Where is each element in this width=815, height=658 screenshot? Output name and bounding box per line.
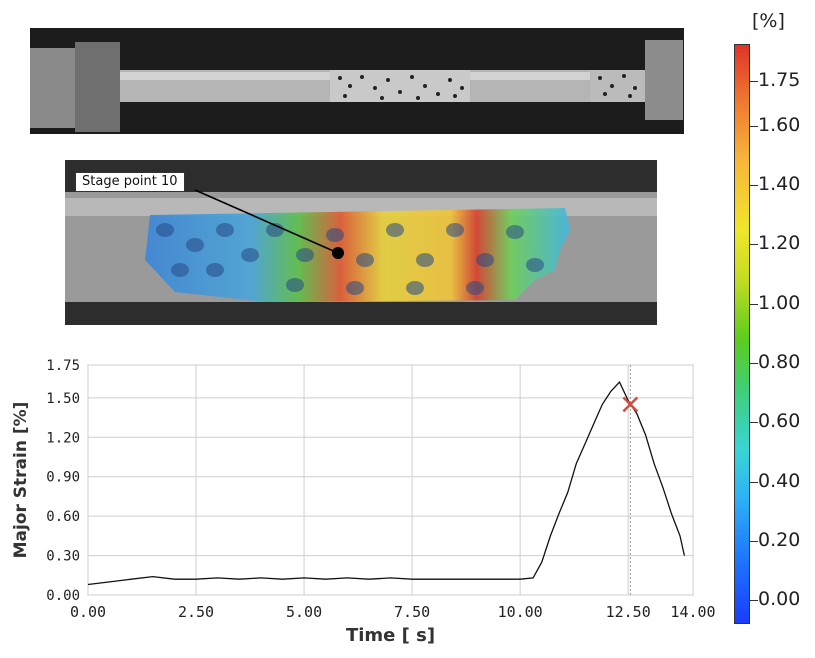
x-tick-label: 7.50 xyxy=(394,603,430,621)
specimen-photo xyxy=(30,28,684,134)
x-tick-label: 10.00 xyxy=(498,603,543,621)
colorbar-tick-label: 0.40 xyxy=(758,469,801,492)
colorbar-tick-label: 1.20 xyxy=(758,232,801,255)
y-tick-label: 1.50 xyxy=(46,391,80,407)
y-tick-label: 0.30 xyxy=(46,549,80,565)
y-tick-label: 1.20 xyxy=(46,430,80,446)
colorbar-tick xyxy=(750,540,758,542)
x-tick-label: 2.50 xyxy=(178,603,214,621)
x-tick-label: 14.00 xyxy=(670,603,715,621)
colorbar-tick xyxy=(750,481,758,483)
colorbar-tick xyxy=(750,303,758,305)
colorbar-tick-label: 1.75 xyxy=(758,69,801,92)
x-axis-label: Time [ s] xyxy=(346,625,435,646)
colorbar-tick-label: 1.40 xyxy=(758,172,801,195)
colorbar-tick-label: 0.60 xyxy=(758,410,801,433)
y-tick-label: 0.90 xyxy=(46,470,80,486)
colorbar xyxy=(734,44,750,624)
x-tick-label: 5.00 xyxy=(286,603,322,621)
major-strain-chart: 0.00 2.50 5.00 7.50 10.00 12.50 14.00 0.00 0.30 0… xyxy=(11,358,716,646)
colorbar-tick xyxy=(750,125,758,127)
colorbar-tick-label: 0.80 xyxy=(758,350,801,373)
specimen-photo-image xyxy=(30,28,684,134)
y-axis-label: Major Strain [%] xyxy=(11,402,31,559)
annotation-leader-line xyxy=(194,189,339,254)
stage-point-label: Stage point 10 xyxy=(75,172,185,192)
colorbar-tick xyxy=(750,600,758,602)
colorbar-unit: [%] xyxy=(752,10,785,32)
strain-map-image xyxy=(65,160,657,325)
stage-point-cross-marker xyxy=(622,396,639,413)
y-tick-label: 0.60 xyxy=(46,509,80,525)
x-tick-label: 12.50 xyxy=(606,603,651,621)
plot-area xyxy=(87,364,694,596)
colorbar-tick xyxy=(750,81,758,83)
colorbar-tick-label: 1.00 xyxy=(758,291,801,314)
stage-point-marker xyxy=(332,247,344,259)
x-tick-label: 0.00 xyxy=(70,603,106,621)
colorbar-tick xyxy=(750,422,758,424)
colorbar-tick xyxy=(750,184,758,186)
colorbar-tick-label: 1.60 xyxy=(758,113,801,136)
colorbar-tick-label: 0.20 xyxy=(758,528,801,551)
colorbar-tick-label: 0.00 xyxy=(758,588,801,611)
colorbar-tick xyxy=(750,244,758,246)
y-tick-label: 0.00 xyxy=(46,588,80,604)
colorbar-tick xyxy=(750,362,758,364)
y-tick-label: 1.75 xyxy=(46,358,80,374)
